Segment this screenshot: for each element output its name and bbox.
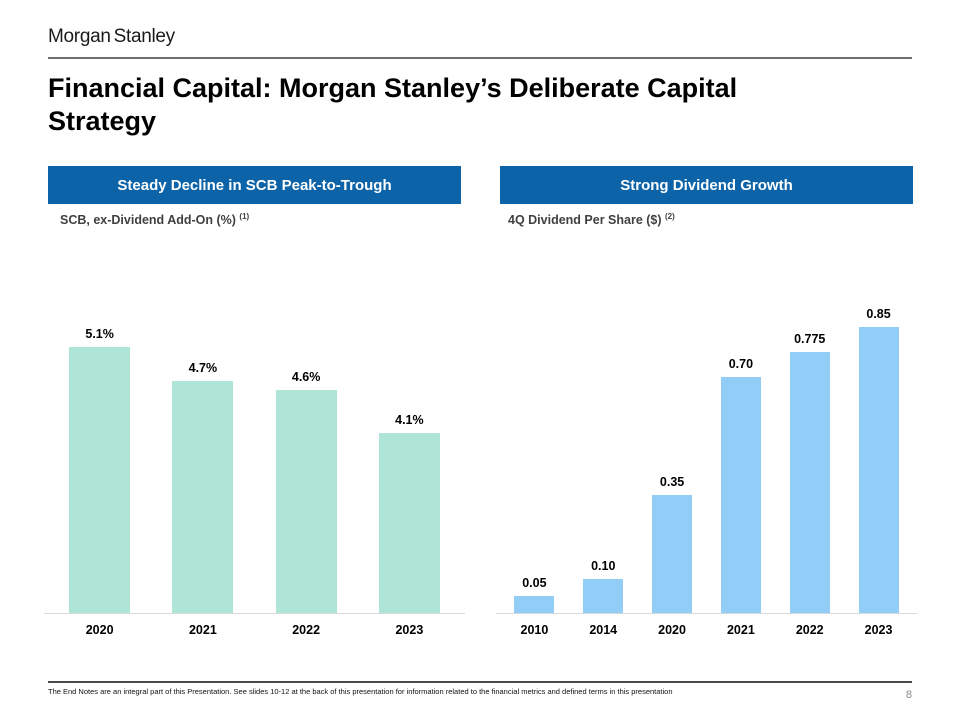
x-axis-tick-label: 2022 [795,623,824,637]
bar-value-label: 5.1% [85,327,114,341]
bar-column: 0.775 [775,332,844,613]
bar-value-label: 4.1% [395,413,424,427]
x-axis-tick-label: 2020 [85,623,114,637]
left-panel-header: Steady Decline in SCB Peak-to-Trough [48,166,461,204]
x-axis-tick-label: 2020 [658,623,686,637]
left-chart-footnote-marker: (1) [239,212,250,221]
header-divider [48,57,912,59]
bar-column: 5.1% [48,327,151,613]
bar [858,327,899,613]
x-axis-labels: 2020 2021 2022 2023 [48,623,461,637]
x-axis-labels: 2010 2014 2020 2021 2022 2023 [500,623,913,637]
right-panel-header-label: Strong Dividend Growth [620,176,793,194]
footer-divider [48,681,912,683]
bar [652,495,693,613]
morgan-stanley-logo: Morgan Stanley [48,26,175,47]
bar-value-label: 4.7% [188,361,218,375]
bar-value-label: 0.775 [794,332,826,346]
right-panel-header: Strong Dividend Growth [500,166,913,204]
bar [514,596,555,613]
bar-column: 0.70 [706,357,775,613]
right-chart-subtitle-text: 4Q Dividend Per Share ($) [508,213,662,228]
bar [583,579,624,613]
x-axis-line [496,613,917,614]
plot-area: 0.05 0.10 0.35 0.70 0.775 0.85 [500,307,913,613]
bar-column: 0.85 [844,307,913,613]
bar [172,381,234,613]
x-axis-tick-label: 2023 [395,623,424,637]
plot-area: 5.1% 4.7% 4.6% 4.1% [48,327,461,613]
bar-column: 0.10 [569,559,638,613]
bar-value-label: 0.70 [728,357,754,371]
bar-column: 4.6% [255,370,358,613]
bar [69,347,131,613]
left-chart-subtitle: SCB, ex-Dividend Add-On (%) (1) [60,212,249,227]
right-chart-subtitle: 4Q Dividend Per Share ($) (2) [508,212,675,227]
footnote-text: The End Notes are an integral part of th… [48,687,673,696]
bar [275,390,337,613]
bar-column: 0.05 [500,576,569,613]
bar [378,433,440,613]
x-axis-tick-label: 2021 [188,623,217,637]
bar-value-label: 0.85 [866,307,891,321]
bar-value-label: 4.6% [291,370,321,384]
left-chart-subtitle-text: SCB, ex-Dividend Add-On (%) [60,213,236,228]
x-axis-tick-label: 2021 [726,623,755,637]
page-title: Financial Capital: Morgan Stanley’s Deli… [48,73,738,136]
x-axis-tick-label: 2010 [520,623,549,637]
bar-column: 0.35 [638,475,707,613]
x-axis-line [44,613,465,614]
bar-column: 4.7% [151,361,254,613]
right-chart-footnote-marker: (2) [665,212,675,221]
bar-column: 4.1% [358,413,461,613]
bar [720,377,761,613]
page-number: 8 [905,689,912,701]
x-axis-tick-label: 2023 [864,623,893,637]
x-axis-tick-label: 2014 [589,623,618,637]
bar-value-label: 0.35 [659,475,685,489]
bar-value-label: 0.10 [591,559,616,573]
left-panel-header-label: Steady Decline in SCB Peak-to-Trough [117,176,392,194]
bar-value-label: 0.05 [522,576,547,590]
x-axis-tick-label: 2022 [292,623,321,637]
bar [789,352,830,613]
